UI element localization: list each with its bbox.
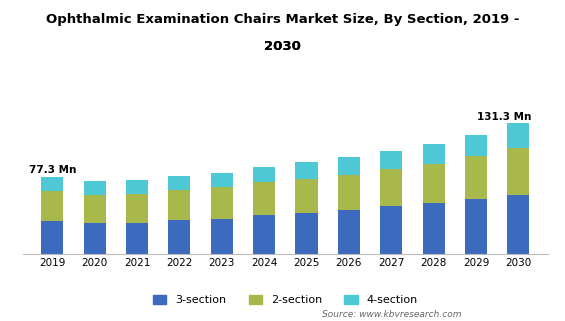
Bar xyxy=(41,221,63,254)
Bar xyxy=(295,162,318,179)
Bar xyxy=(507,148,529,195)
Bar xyxy=(507,195,529,254)
Bar xyxy=(84,195,106,223)
Bar xyxy=(211,187,233,219)
Bar xyxy=(211,219,233,254)
Bar xyxy=(168,190,190,220)
Bar xyxy=(84,223,106,254)
Bar xyxy=(168,220,190,254)
Bar xyxy=(507,123,529,148)
Bar xyxy=(465,199,487,254)
Bar xyxy=(126,194,148,222)
Bar xyxy=(380,206,402,254)
Bar xyxy=(295,179,318,213)
Text: 77.3 Mn: 77.3 Mn xyxy=(29,165,76,175)
Text: Ophthalmic Examination Chairs Market Size, By Section, 2019 -: Ophthalmic Examination Chairs Market Siz… xyxy=(46,13,519,26)
Bar xyxy=(84,181,106,195)
Bar xyxy=(423,144,445,164)
Text: 131.3 Mn: 131.3 Mn xyxy=(477,112,531,122)
Legend: 3-section, 2-section, 4-section: 3-section, 2-section, 4-section xyxy=(149,290,422,309)
Bar xyxy=(253,215,275,254)
Bar xyxy=(126,222,148,254)
Bar xyxy=(338,175,360,210)
Bar xyxy=(380,151,402,169)
Bar xyxy=(295,213,318,254)
Text: 2030: 2030 xyxy=(264,40,301,53)
Bar xyxy=(465,135,487,156)
Bar xyxy=(380,169,402,206)
Text: 2030: 2030 xyxy=(264,40,301,53)
Bar xyxy=(423,164,445,203)
Bar xyxy=(253,167,275,182)
Bar xyxy=(41,191,63,221)
Bar xyxy=(465,156,487,199)
Bar xyxy=(338,157,360,175)
Text: Source: www.kbvresearch.com: Source: www.kbvresearch.com xyxy=(322,310,462,319)
Bar xyxy=(338,210,360,254)
Bar xyxy=(211,173,233,187)
Bar xyxy=(423,203,445,254)
Bar xyxy=(253,182,275,215)
Bar xyxy=(126,180,148,194)
Bar xyxy=(41,177,63,191)
Bar xyxy=(168,176,190,190)
